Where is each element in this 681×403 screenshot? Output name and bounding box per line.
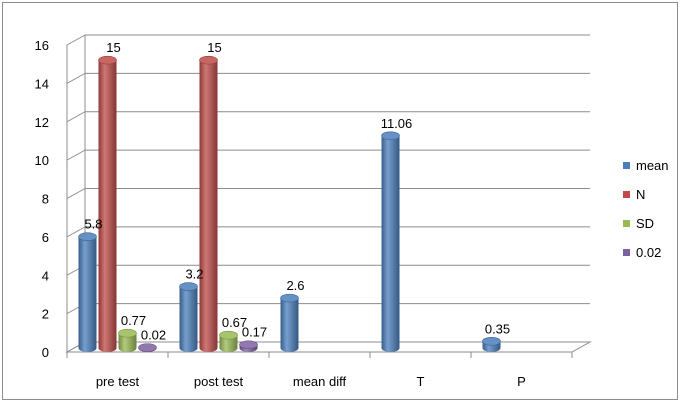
- x-tick-label: mean diff: [293, 374, 347, 389]
- bar: [381, 131, 400, 352]
- data-label: 3.2: [185, 267, 203, 282]
- data-labels: 5.8 3.2 2.6 11.06 0.35 15 15 0.77 0.67 0.02 0.17: [84, 40, 510, 342]
- bar-body: [98, 60, 117, 352]
- axes: 0 2 4 6 8 10 12 14 16 pre test post test mean diff T…: [35, 35, 592, 389]
- legend-label: 0.02: [636, 245, 661, 260]
- bar: [179, 282, 198, 352]
- y-tick-label: 10: [35, 153, 49, 168]
- data-label: 15: [207, 40, 221, 55]
- legend-swatch: [623, 220, 630, 227]
- data-label: 0.17: [242, 325, 267, 340]
- y-tick-label: 14: [35, 76, 49, 91]
- bar-top: [280, 293, 299, 303]
- data-label: 0.02: [141, 328, 166, 343]
- gridline-depth: [66, 188, 86, 199]
- bar-top: [239, 340, 258, 350]
- data-label: 0.35: [485, 321, 510, 336]
- y-tick-label: 4: [42, 268, 49, 283]
- data-label: 11.06: [381, 116, 413, 131]
- bar-top: [482, 336, 501, 346]
- data-label: 5.8: [84, 217, 102, 232]
- bar-top: [179, 282, 198, 291]
- x-tick-label: pre test: [96, 374, 140, 389]
- gridlines: [66, 34, 590, 353]
- x-tick-label: post test: [194, 374, 244, 389]
- bar: [98, 55, 117, 352]
- data-label: 2.6: [286, 278, 304, 293]
- bar-body: [381, 135, 400, 352]
- y-tick-label: 2: [42, 307, 49, 322]
- bar-top: [98, 55, 117, 65]
- bar: [118, 328, 137, 352]
- y-tick-label: 16: [35, 38, 49, 53]
- x-tick-label: P: [517, 374, 526, 389]
- data-label: 0.67: [222, 315, 247, 330]
- y-tick-label: 6: [42, 230, 49, 245]
- legend-swatch: [623, 249, 630, 256]
- legend-label: mean: [636, 158, 669, 173]
- bar: [199, 55, 218, 352]
- y-tick-label: 8: [42, 192, 49, 207]
- gridline-depth: [66, 111, 86, 123]
- bar-body: [219, 335, 238, 352]
- bar: [482, 336, 501, 352]
- bar: [78, 232, 97, 352]
- bar: [239, 340, 258, 352]
- legend-swatch: [623, 162, 630, 169]
- gridline-depth: [66, 149, 86, 161]
- x-tick-label: T: [417, 374, 425, 389]
- bar-top: [138, 343, 157, 352]
- bar-body: [78, 236, 97, 352]
- bar-body: [118, 333, 137, 352]
- bar-top: [118, 328, 137, 338]
- legend-label: SD: [636, 216, 654, 231]
- bar-top: [219, 330, 238, 340]
- bar-top: [78, 232, 97, 242]
- gridline-depth: [66, 34, 86, 46]
- bar: [138, 343, 157, 352]
- bar-body: [199, 60, 218, 352]
- legend-label: N: [636, 187, 645, 202]
- y-tick-label: 12: [35, 115, 49, 130]
- y-tick-label: 0: [42, 345, 49, 360]
- gridline-depth: [66, 72, 86, 84]
- bar-body: [179, 286, 198, 352]
- legend: mean N SD 0.02: [623, 158, 669, 260]
- bar-top: [199, 55, 218, 65]
- data-label: 15: [106, 40, 120, 55]
- data-label: 0.77: [121, 313, 146, 328]
- gridline-depth: [66, 226, 86, 238]
- bar-body: [280, 298, 299, 352]
- bar: [280, 293, 299, 352]
- legend-swatch: [623, 191, 630, 198]
- bar: [219, 330, 238, 352]
- bar-top: [381, 131, 400, 141]
- bars: [78, 55, 501, 352]
